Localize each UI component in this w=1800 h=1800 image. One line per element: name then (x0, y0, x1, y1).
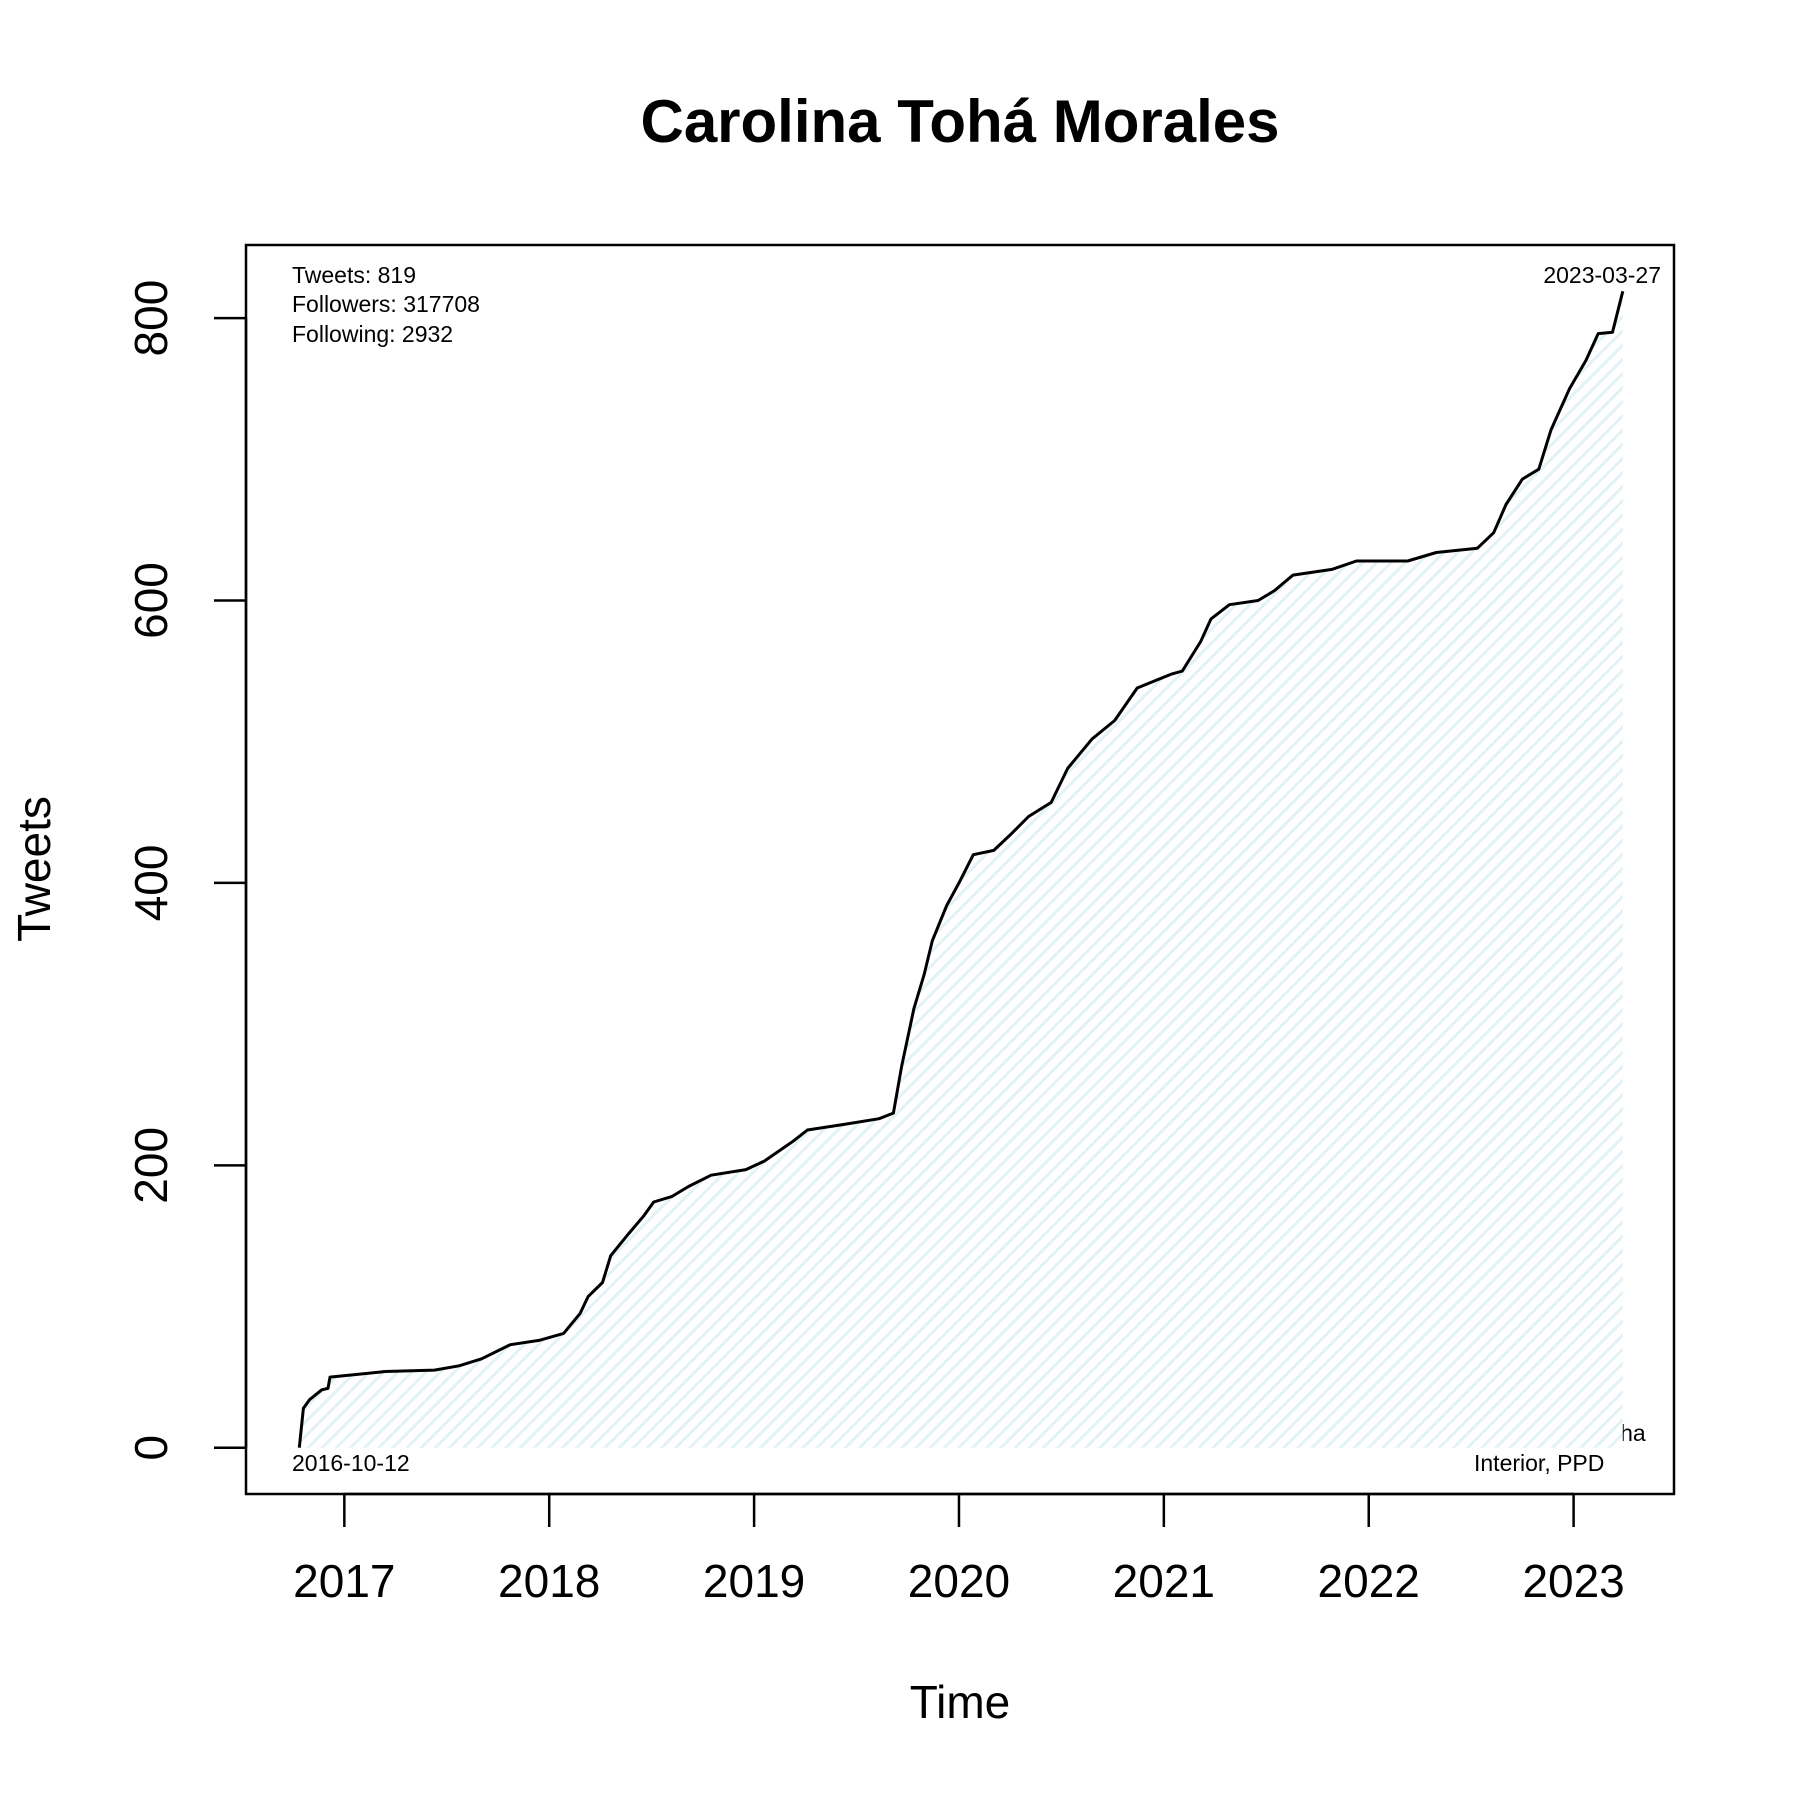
y-tick-label: 600 (125, 562, 177, 639)
x-tick-label: 2018 (498, 1555, 600, 1607)
x-tick-label: 2017 (293, 1555, 395, 1607)
annotation: Following: 2932 (292, 321, 453, 347)
line (297, 290, 1625, 1448)
y-tick-label: 200 (125, 1127, 177, 1204)
x-tick-label: 2020 (908, 1555, 1010, 1607)
annotation: Interior, PPD (1474, 1450, 1604, 1476)
x-tick-label: 2019 (703, 1555, 805, 1607)
annotation: 2023-03-27 (1543, 262, 1661, 288)
x-tick-label: 2021 (1113, 1555, 1215, 1607)
y-tick-label: 0 (125, 1435, 177, 1461)
annotation: 2016-10-12 (292, 1450, 410, 1476)
y-axis-label: Tweets (8, 796, 60, 942)
y-tick-label: 800 (125, 280, 177, 357)
x-axis-label: Time (910, 1676, 1011, 1728)
y-tick-label: 400 (125, 845, 177, 922)
chart-title: Carolina Tohá Morales (640, 88, 1279, 155)
area (299, 291, 1623, 1448)
annotation: Followers: 317708 (292, 291, 480, 317)
x-tick-label: 2022 (1318, 1555, 1420, 1607)
x-tick-label: 2023 (1522, 1555, 1624, 1607)
annotation: Tweets: 819 (292, 262, 416, 288)
